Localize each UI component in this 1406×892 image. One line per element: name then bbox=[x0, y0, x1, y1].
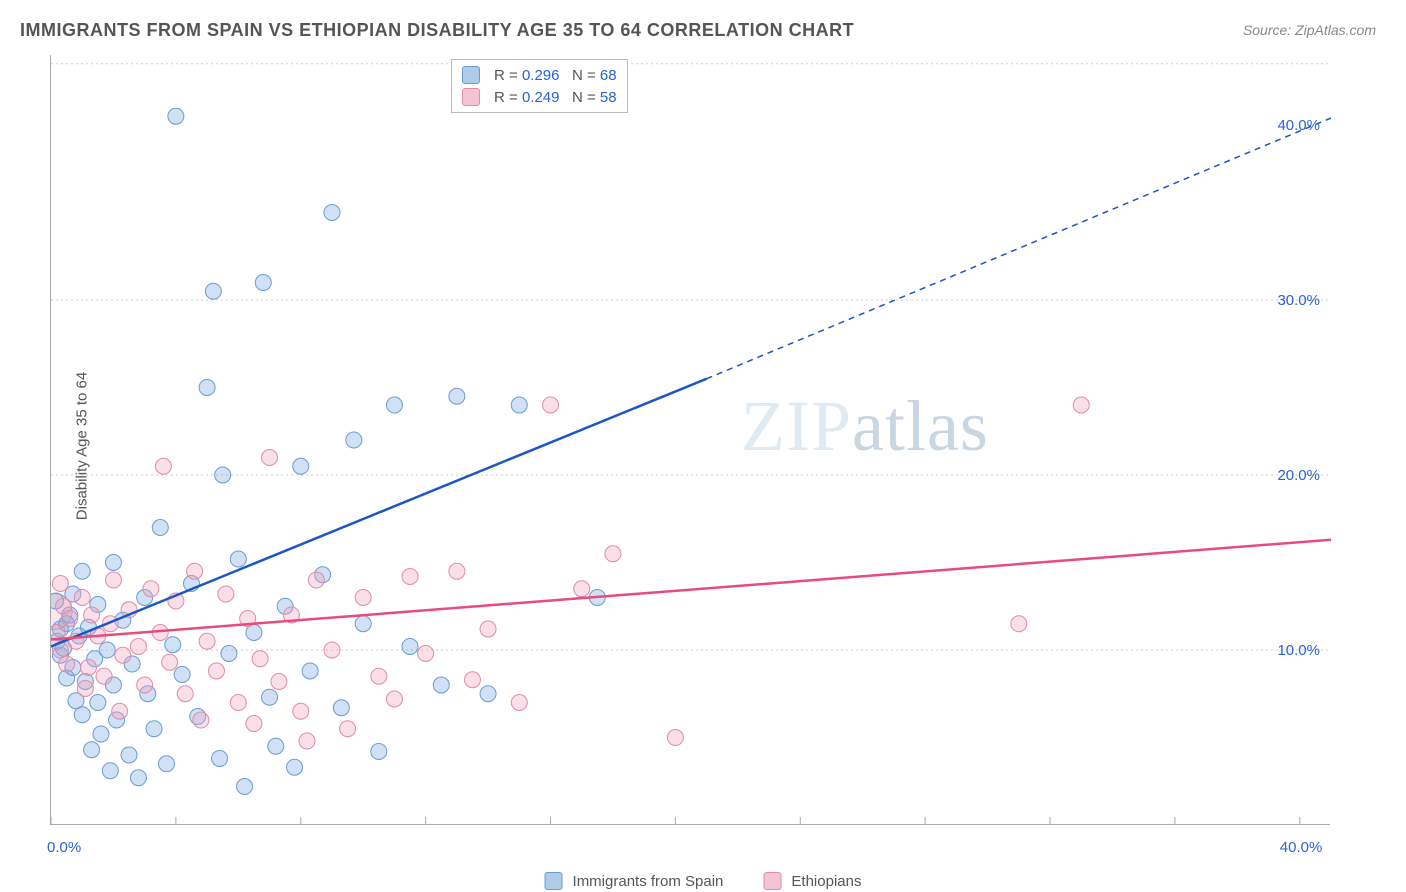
legend-item: Ethiopians bbox=[763, 872, 861, 890]
y-tick-label: 40.0% bbox=[1277, 117, 1320, 134]
source-attribution: Source: ZipAtlas.com bbox=[1243, 22, 1376, 38]
legend-stat: R = 0.296 N = 68 bbox=[494, 67, 617, 84]
legend-swatch-icon bbox=[545, 872, 563, 890]
scatter-plot-svg bbox=[51, 55, 1331, 825]
y-tick-label: 20.0% bbox=[1277, 467, 1320, 484]
legend-label: Immigrants from Spain bbox=[573, 873, 724, 890]
legend-item: Immigrants from Spain bbox=[545, 872, 724, 890]
x-tick-label: 40.0% bbox=[1280, 839, 1323, 856]
legend-label: Ethiopians bbox=[791, 873, 861, 890]
legend-row: R = 0.296 N = 68 bbox=[462, 64, 617, 86]
series-legend: Immigrants from Spain Ethiopians bbox=[545, 872, 862, 890]
y-tick-label: 10.0% bbox=[1277, 642, 1320, 659]
legend-stat: R = 0.249 N = 58 bbox=[494, 89, 617, 106]
legend-swatch-icon bbox=[763, 872, 781, 890]
y-tick-label: 30.0% bbox=[1277, 292, 1320, 309]
correlation-legend: R = 0.296 N = 68 R = 0.249 N = 58 bbox=[451, 59, 628, 113]
legend-swatch-icon bbox=[462, 66, 480, 84]
chart-title: IMMIGRANTS FROM SPAIN VS ETHIOPIAN DISAB… bbox=[20, 20, 854, 41]
legend-row: R = 0.249 N = 58 bbox=[462, 86, 617, 108]
legend-swatch-icon bbox=[462, 88, 480, 106]
chart-plot-area: ZIPatlas R = 0.296 N = 68R = 0.249 N = 5… bbox=[50, 55, 1330, 825]
x-tick-label: 0.0% bbox=[47, 839, 81, 856]
